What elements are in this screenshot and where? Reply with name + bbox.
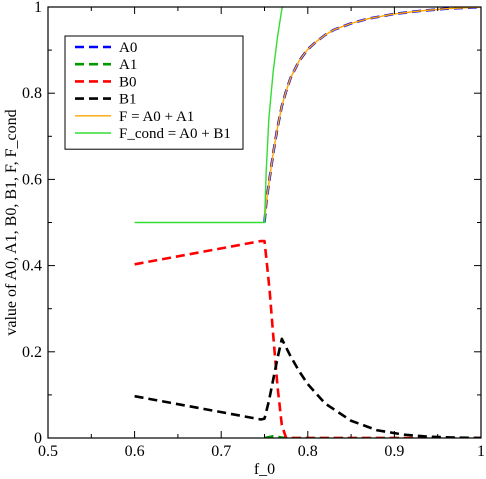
series-line-b0 <box>134 239 481 438</box>
series-line-a1 <box>264 434 481 438</box>
y-tick-label: 0.4 <box>22 258 42 275</box>
legend-label-f-cond-a0-b1: F_cond = A0 + B1 <box>119 126 231 142</box>
x-tick-label: 1 <box>477 443 485 460</box>
y-tick-label: 0.2 <box>22 344 42 361</box>
series-line-b1 <box>134 337 481 438</box>
x-tick-label: 0.5 <box>38 443 58 460</box>
legend-label-b1: B1 <box>119 92 137 108</box>
legend-label-f-a0-a1: F = A0 + A1 <box>119 109 194 125</box>
legend-label-b0: B0 <box>119 74 137 90</box>
legend-label-a1: A1 <box>119 57 137 73</box>
x-tick-label: 0.8 <box>298 443 318 460</box>
series-line-f-cond-a0-b1 <box>134 7 284 224</box>
series-line-a0 <box>263 7 481 223</box>
y-tick-label: 1 <box>34 0 42 16</box>
legend-label-a0: A0 <box>119 40 137 56</box>
legend-box <box>64 35 244 150</box>
x-tick-label: 0.9 <box>384 443 404 460</box>
y-tick-label: 0.8 <box>22 85 42 102</box>
y-axis-title: value of A0, A1, B0, B1, F, F_cond <box>3 109 20 335</box>
y-tick-label: 0.6 <box>22 171 42 188</box>
x-tick-label: 0.7 <box>211 443 231 460</box>
series-line-f-a0-a1 <box>263 7 481 223</box>
tick-layer: 0.5 0.6 0.7 0.8 0.9 1 0 0.2 0.4 0.6 0.8 1 <box>22 0 485 460</box>
x-tick-label: 0.6 <box>125 443 145 460</box>
x-axis-title: f_0 <box>254 461 275 478</box>
y-tick-label: 0 <box>34 430 42 447</box>
